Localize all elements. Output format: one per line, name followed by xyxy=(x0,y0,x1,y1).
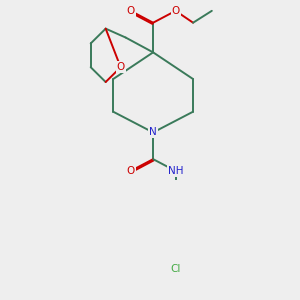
Text: O: O xyxy=(127,6,135,16)
Text: O: O xyxy=(127,166,135,176)
Text: N: N xyxy=(149,128,157,137)
Text: Cl: Cl xyxy=(170,264,181,274)
Text: O: O xyxy=(116,62,125,72)
Text: NH: NH xyxy=(168,166,183,176)
Text: O: O xyxy=(172,6,180,16)
